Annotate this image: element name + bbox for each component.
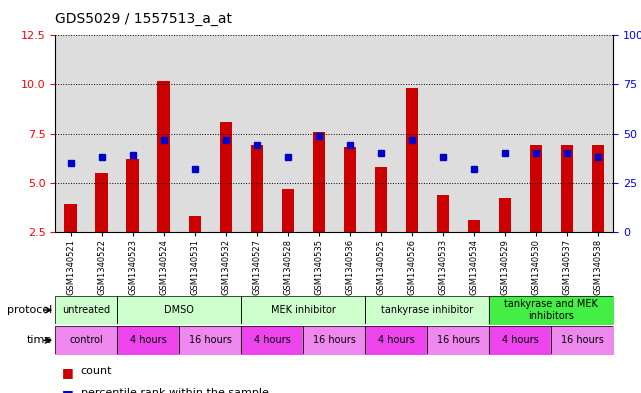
Text: MEK inhibitor: MEK inhibitor bbox=[271, 305, 336, 315]
Bar bbox=[458, 35, 489, 232]
Bar bbox=[158, 81, 170, 232]
Text: 4 hours: 4 hours bbox=[378, 335, 415, 345]
Bar bbox=[272, 35, 303, 232]
Bar bbox=[65, 204, 77, 232]
Bar bbox=[188, 216, 201, 232]
Bar bbox=[241, 35, 272, 232]
Text: untreated: untreated bbox=[62, 305, 110, 315]
Bar bbox=[468, 220, 480, 232]
Bar bbox=[117, 35, 148, 232]
Bar bbox=[96, 173, 108, 232]
Text: time: time bbox=[27, 335, 52, 345]
Text: GDS5029 / 1557513_a_at: GDS5029 / 1557513_a_at bbox=[55, 12, 232, 26]
Bar bbox=[499, 198, 511, 232]
Bar bbox=[396, 35, 428, 232]
Bar bbox=[335, 35, 365, 232]
Text: count: count bbox=[81, 366, 112, 376]
Bar bbox=[374, 167, 387, 232]
Text: percentile rank within the sample: percentile rank within the sample bbox=[81, 388, 269, 393]
Bar bbox=[592, 145, 604, 232]
Text: ■: ■ bbox=[62, 388, 73, 393]
Text: 16 hours: 16 hours bbox=[189, 335, 231, 345]
Bar bbox=[529, 145, 542, 232]
Bar bbox=[437, 195, 449, 232]
Bar bbox=[86, 35, 117, 232]
Bar bbox=[365, 35, 396, 232]
Bar bbox=[489, 35, 520, 232]
Bar bbox=[551, 35, 583, 232]
Text: tankyrase inhibitor: tankyrase inhibitor bbox=[381, 305, 474, 315]
Text: ■: ■ bbox=[62, 366, 73, 379]
Bar bbox=[313, 132, 325, 232]
Bar bbox=[428, 35, 458, 232]
Bar bbox=[179, 35, 210, 232]
Bar bbox=[583, 35, 613, 232]
Text: tankyrase and MEK
inhibitors: tankyrase and MEK inhibitors bbox=[504, 299, 598, 321]
Text: control: control bbox=[69, 335, 103, 345]
Bar bbox=[219, 122, 232, 232]
Bar bbox=[126, 159, 139, 232]
Text: 16 hours: 16 hours bbox=[561, 335, 604, 345]
Bar bbox=[344, 147, 356, 232]
Bar bbox=[210, 35, 241, 232]
Bar bbox=[520, 35, 551, 232]
Bar bbox=[406, 88, 418, 232]
Text: 16 hours: 16 hours bbox=[437, 335, 479, 345]
Bar bbox=[251, 145, 263, 232]
Text: 16 hours: 16 hours bbox=[313, 335, 356, 345]
Bar bbox=[281, 189, 294, 232]
Bar bbox=[55, 35, 86, 232]
Text: 4 hours: 4 hours bbox=[254, 335, 290, 345]
Bar bbox=[303, 35, 335, 232]
Bar bbox=[561, 145, 573, 232]
Bar bbox=[148, 35, 179, 232]
Text: 4 hours: 4 hours bbox=[502, 335, 538, 345]
Text: protocol: protocol bbox=[6, 305, 52, 315]
Text: 4 hours: 4 hours bbox=[130, 335, 167, 345]
Text: DMSO: DMSO bbox=[164, 305, 194, 315]
